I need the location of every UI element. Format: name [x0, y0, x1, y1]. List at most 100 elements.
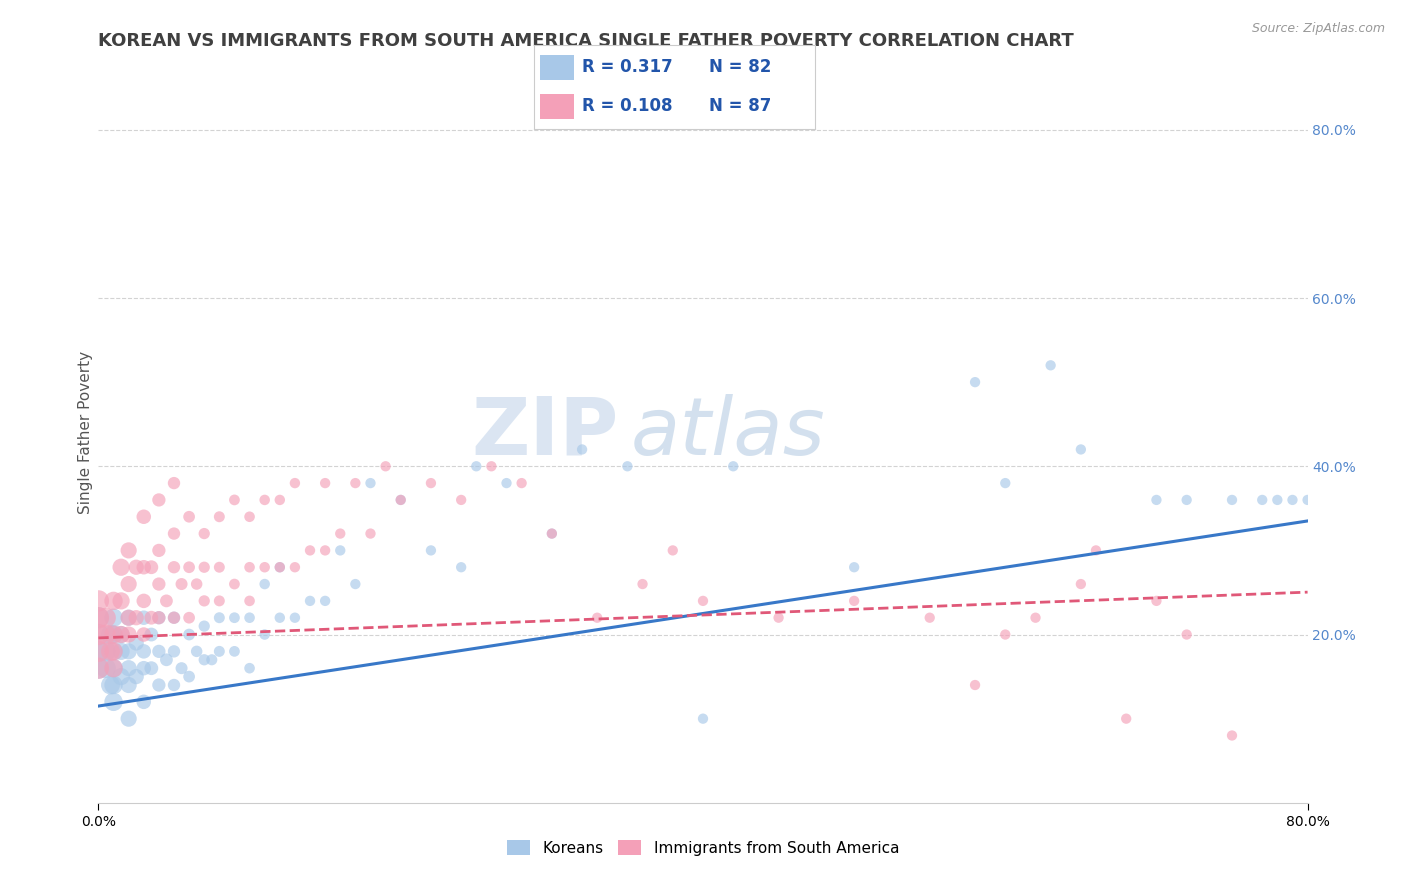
Point — [103, 644, 125, 658]
Point — [132, 509, 155, 524]
Point — [87, 644, 110, 658]
Point — [87, 644, 110, 658]
Point — [844, 560, 866, 574]
Point — [224, 644, 246, 658]
Point — [965, 375, 987, 389]
Point — [163, 610, 186, 624]
Point — [481, 459, 503, 474]
Point — [94, 610, 117, 624]
Point — [314, 594, 336, 608]
Point — [239, 661, 262, 675]
Legend: Koreans, Immigrants from South America: Koreans, Immigrants from South America — [501, 834, 905, 862]
Point — [540, 526, 562, 541]
Point — [103, 594, 125, 608]
Point — [87, 627, 110, 641]
Point — [1115, 712, 1137, 726]
Point — [141, 627, 163, 641]
Point — [148, 610, 170, 624]
Point — [994, 476, 1017, 491]
Point — [224, 577, 246, 591]
Point — [269, 560, 291, 574]
Point — [141, 610, 163, 624]
Point — [540, 526, 562, 541]
Point — [329, 526, 352, 541]
Point — [1296, 492, 1319, 507]
Point — [1070, 442, 1092, 457]
Point — [284, 476, 307, 491]
Point — [1220, 492, 1243, 507]
Point — [125, 560, 148, 574]
Point — [450, 560, 472, 574]
Point — [420, 543, 443, 558]
Point — [103, 661, 125, 675]
Point — [1144, 594, 1167, 608]
Point — [118, 627, 141, 641]
Text: ZIP: ZIP — [471, 393, 619, 472]
Point — [155, 594, 177, 608]
Point — [132, 661, 155, 675]
Point — [631, 577, 654, 591]
Point — [132, 644, 155, 658]
Point — [269, 560, 291, 574]
Point — [1267, 492, 1289, 507]
Point — [132, 695, 155, 709]
Point — [239, 509, 262, 524]
Point — [94, 627, 117, 641]
Point — [193, 619, 215, 633]
Point — [163, 678, 186, 692]
Point — [360, 476, 382, 491]
Point — [299, 594, 322, 608]
Point — [87, 610, 110, 624]
Point — [374, 459, 396, 474]
Point — [269, 610, 291, 624]
Point — [1085, 543, 1108, 558]
Point — [110, 594, 132, 608]
Point — [179, 670, 201, 684]
Point — [118, 577, 141, 591]
Point — [768, 610, 790, 624]
Point — [186, 644, 208, 658]
Point — [616, 459, 638, 474]
Point — [100, 627, 122, 641]
Point — [179, 509, 201, 524]
Point — [118, 661, 141, 675]
Point — [125, 636, 148, 650]
Point — [965, 678, 987, 692]
Bar — [540, 54, 574, 80]
Point — [299, 543, 322, 558]
Point — [253, 492, 276, 507]
Point — [163, 610, 186, 624]
Text: N = 82: N = 82 — [709, 59, 770, 77]
Point — [1281, 492, 1303, 507]
Point — [253, 577, 276, 591]
Point — [155, 653, 177, 667]
Point — [208, 509, 231, 524]
Point — [723, 459, 745, 474]
Point — [103, 627, 125, 641]
Point — [239, 594, 262, 608]
Point — [103, 644, 125, 658]
Point — [571, 442, 593, 457]
Point — [994, 627, 1017, 641]
Point — [661, 543, 683, 558]
Point — [132, 594, 155, 608]
Point — [103, 610, 125, 624]
Point — [314, 543, 336, 558]
Point — [1175, 492, 1198, 507]
Point — [110, 560, 132, 574]
Point — [148, 610, 170, 624]
Point — [87, 661, 110, 675]
Point — [148, 492, 170, 507]
Point — [163, 476, 186, 491]
Point — [1039, 359, 1062, 373]
Point — [110, 627, 132, 641]
Point — [132, 627, 155, 641]
Point — [420, 476, 443, 491]
Point — [118, 610, 141, 624]
Point — [193, 526, 215, 541]
Point — [141, 560, 163, 574]
Point — [163, 560, 186, 574]
Point — [239, 560, 262, 574]
Point — [193, 653, 215, 667]
Point — [208, 610, 231, 624]
